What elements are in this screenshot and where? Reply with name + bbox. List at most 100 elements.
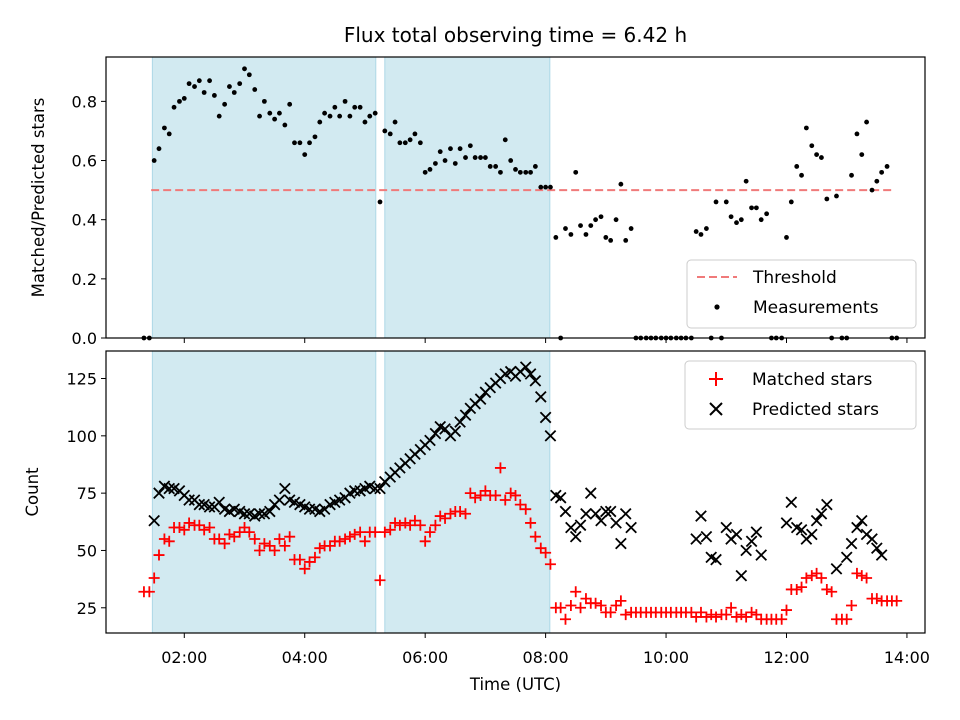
top-y-tick-label: 0.8 xyxy=(72,92,97,111)
predicted-star-marker xyxy=(534,391,547,403)
predicted-star-marker xyxy=(374,482,386,495)
measurement-point xyxy=(171,104,177,110)
matched-star-marker xyxy=(725,602,737,614)
bottom-axes-frame xyxy=(105,350,926,634)
observing-window xyxy=(151,56,377,339)
matched-star-marker xyxy=(494,462,506,474)
measurement-point xyxy=(884,164,890,169)
predicted-star-marker xyxy=(524,368,537,380)
matched-star-marker xyxy=(228,531,240,543)
measurement-point xyxy=(879,169,885,175)
matched-star-marker xyxy=(314,542,326,554)
matched-star-marker xyxy=(239,522,251,534)
measurement-point xyxy=(758,217,764,223)
measurement-point xyxy=(874,178,880,184)
measurement-point xyxy=(528,169,533,175)
measurement-point xyxy=(357,104,363,110)
measurement-point xyxy=(598,214,604,220)
observing-window xyxy=(384,56,551,339)
measurement-point xyxy=(261,98,267,104)
measurement-point xyxy=(242,66,247,72)
matched-star-marker xyxy=(349,528,361,540)
matched-star-marker xyxy=(620,609,632,621)
predicted-star-marker xyxy=(569,530,582,543)
measurement-point xyxy=(433,161,438,166)
predicted-star-marker xyxy=(459,409,472,422)
measurement-point xyxy=(177,98,182,104)
matched-star-marker xyxy=(800,572,812,584)
predicted-star-marker xyxy=(795,523,808,536)
measurement-point xyxy=(166,131,172,137)
x-axis-label: Time (UTC) xyxy=(469,675,561,694)
matched-star-marker xyxy=(826,586,838,598)
matched-star-marker xyxy=(499,494,511,506)
measurement-point xyxy=(723,199,729,205)
legend-measurements-label: Measurements xyxy=(753,298,879,318)
matched-star-marker xyxy=(605,606,617,618)
matched-star-marker xyxy=(575,602,587,614)
predicted-star-marker xyxy=(529,374,542,387)
measurement-point xyxy=(482,155,488,160)
measurement-point xyxy=(192,84,197,89)
measurement-point xyxy=(513,167,518,172)
measurement-point xyxy=(517,169,523,175)
legend-threshold-label: Threshold xyxy=(752,268,837,288)
measurement-point xyxy=(788,199,794,205)
matched-star-marker xyxy=(419,535,431,547)
measurement-point xyxy=(753,205,759,211)
matched-star-marker xyxy=(429,519,441,531)
measurement-point xyxy=(151,158,157,163)
matched-star-marker xyxy=(389,517,401,529)
predicted-star-marker xyxy=(369,482,382,495)
measurement-point xyxy=(618,181,624,187)
legend-predicted-swatch xyxy=(709,402,723,416)
matched-star-marker xyxy=(299,563,311,575)
matched-star-marker xyxy=(434,510,446,522)
matched-star-marker xyxy=(143,586,155,598)
matched-star-marker xyxy=(490,489,502,501)
top-panel: 0.0 0.2 0.4 0.6 0.8 Flux total observing tim… xyxy=(29,23,926,348)
predicted-star-marker xyxy=(604,505,617,518)
predicted-star-marker xyxy=(866,533,878,545)
matched-star-marker xyxy=(148,572,160,584)
matched-star-marker xyxy=(529,531,541,543)
predicted-star-marker xyxy=(690,533,702,545)
observing-windows xyxy=(151,350,551,634)
measurement-point xyxy=(222,101,228,107)
predicted-star-marker xyxy=(740,544,752,557)
matched-star-marker xyxy=(856,570,868,582)
predicted-star-marker xyxy=(183,494,195,506)
predicted-star-marker xyxy=(595,514,607,527)
matched-star-marker xyxy=(740,611,752,623)
measurement-point xyxy=(693,229,699,234)
matched-star-marker xyxy=(254,544,266,556)
matched-star-marker xyxy=(580,593,592,605)
matched-star-marker xyxy=(750,609,762,621)
legend-predicted-label: Predicted stars xyxy=(752,400,879,420)
measurement-point xyxy=(523,169,529,175)
top-y-tick-label: 0.2 xyxy=(72,270,97,289)
measurement-point xyxy=(819,155,824,160)
predicted-star-marker xyxy=(745,535,758,548)
observing-window xyxy=(151,350,377,634)
predicted-star-marker xyxy=(273,494,286,506)
matched-star-marker xyxy=(796,581,808,593)
measurement-point xyxy=(538,184,544,190)
measurement-point xyxy=(227,84,232,89)
matched-star-marker xyxy=(249,533,261,545)
matched-star-marker xyxy=(324,540,336,552)
measurement-point xyxy=(869,187,875,193)
measurement-point xyxy=(824,196,830,202)
measurement-point xyxy=(382,128,388,134)
predicted-star-marker xyxy=(695,510,707,522)
predicted-star-marker xyxy=(253,507,266,520)
matched-star-marker xyxy=(811,567,823,579)
measurement-point xyxy=(698,232,704,237)
measurement-point xyxy=(703,226,709,231)
measurement-point xyxy=(784,235,789,240)
measurement-point xyxy=(603,235,609,240)
bottom-y-tick-label: 100 xyxy=(66,427,97,446)
measurement-point xyxy=(392,119,398,125)
predicted-star-marker xyxy=(213,496,226,509)
matched-star-marker xyxy=(173,522,185,534)
